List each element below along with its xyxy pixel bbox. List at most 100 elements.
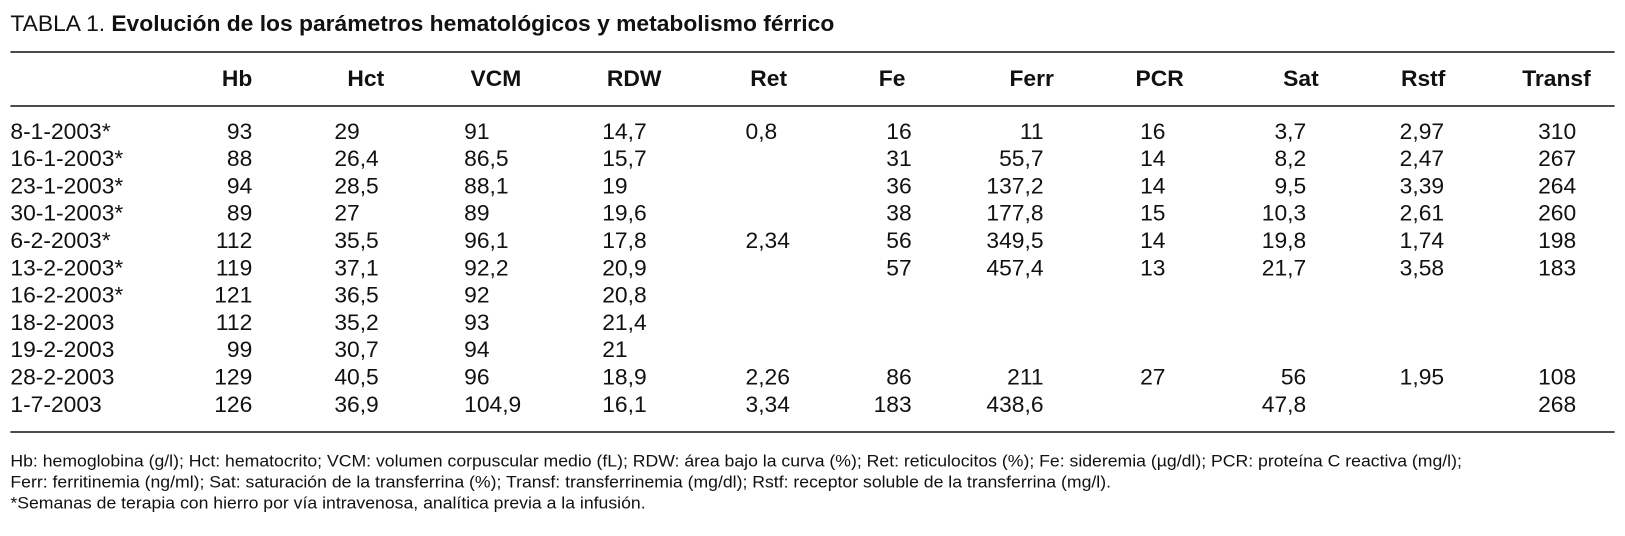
cell: 260 <box>1538 201 1576 226</box>
cell: 86,5 <box>464 146 508 171</box>
cell: 2,47 <box>1400 146 1444 171</box>
cell: 8,2 <box>1274 146 1306 171</box>
cell: 21 <box>602 338 627 363</box>
cell: 94 <box>227 174 252 199</box>
row-label: 30-1-2003* <box>10 201 123 226</box>
cell: 31 <box>886 146 911 171</box>
cell: 2,97 <box>1400 119 1444 144</box>
cell: 88 <box>227 146 252 171</box>
column-header: Hb <box>222 66 252 91</box>
column-header: Rstf <box>1401 66 1446 91</box>
cell: 310 <box>1538 119 1576 144</box>
row-label: 16-2-2003* <box>10 283 123 308</box>
cell: 21,4 <box>602 310 646 335</box>
cell: 10,3 <box>1262 201 1306 226</box>
column-header: Fe <box>879 66 906 91</box>
cell: 56 <box>1281 365 1306 390</box>
row-label: 23-1-2003* <box>10 174 123 199</box>
cell: 91 <box>464 119 489 144</box>
row-label: 6-2-2003* <box>10 228 111 253</box>
cell: 1,74 <box>1400 228 1444 253</box>
cell: 104,9 <box>464 392 521 417</box>
cell: 183 <box>874 392 912 417</box>
cell: 38 <box>886 201 911 226</box>
cell: 268 <box>1538 392 1576 417</box>
cell: 15,7 <box>602 146 646 171</box>
cell: 3,58 <box>1400 256 1444 281</box>
cell: 211 <box>1007 365 1043 390</box>
cell: 17,8 <box>602 228 646 253</box>
cell: 2,26 <box>746 365 790 390</box>
cell: 56 <box>886 228 911 253</box>
cell: 27 <box>1140 365 1165 390</box>
cell: 16,1 <box>602 392 646 417</box>
cell: 198 <box>1538 228 1576 253</box>
cell: 112 <box>216 310 252 335</box>
cell: 3,34 <box>746 392 790 417</box>
title-text: Evolución de los parámetros hematológico… <box>111 11 834 36</box>
cell: 26,4 <box>334 146 378 171</box>
cell: 92 <box>464 283 489 308</box>
row-label: 28-2-2003 <box>10 365 114 390</box>
row-label: 8-1-2003* <box>10 119 111 144</box>
row-label: 19-2-2003 <box>10 338 114 363</box>
cell: 112 <box>216 228 252 253</box>
cell: 20,8 <box>602 283 646 308</box>
cell: 1,95 <box>1400 365 1444 390</box>
cell: 11 <box>1020 119 1044 144</box>
cell: 35,2 <box>334 310 378 335</box>
cell: 129 <box>214 365 252 390</box>
row-label: 18-2-2003 <box>10 310 114 335</box>
cell: 89 <box>227 201 252 226</box>
column-header: Ret <box>750 66 787 91</box>
cell: 99 <box>227 338 252 363</box>
cell: 96,1 <box>464 228 508 253</box>
cell: 92,2 <box>464 256 508 281</box>
cell: 2,61 <box>1400 201 1444 226</box>
cell: 28,5 <box>334 174 378 199</box>
cell: 89 <box>464 201 489 226</box>
cell: 55,7 <box>999 146 1043 171</box>
cell: 16 <box>886 119 911 144</box>
cell: 30,7 <box>334 338 378 363</box>
cell: 14,7 <box>602 119 646 144</box>
cell: 47,8 <box>1262 392 1306 417</box>
cell: 19,6 <box>602 201 646 226</box>
cell: 137,2 <box>986 174 1043 199</box>
cell: 36,9 <box>334 392 378 417</box>
cell: 88,1 <box>464 174 508 199</box>
cell: 0,8 <box>746 119 778 144</box>
cell: 36,5 <box>334 283 378 308</box>
cell: 457,4 <box>986 256 1043 281</box>
column-header: Transf <box>1522 66 1591 91</box>
column-header: Sat <box>1283 66 1319 91</box>
cell: 93 <box>464 310 489 335</box>
cell: 3,39 <box>1400 174 1444 199</box>
cell: 21,7 <box>1262 256 1306 281</box>
cell: 177,8 <box>986 201 1043 226</box>
cell: 15 <box>1140 201 1165 226</box>
footnote: Ferr: ferritinemia (ng/ml); Sat: saturac… <box>10 472 1111 492</box>
cell: 14 <box>1140 174 1165 199</box>
title: TABLA 1. Evolución de los parámetros hema… <box>10 11 834 36</box>
footnote: *Semanas de terapia con hierro por vía i… <box>10 493 645 513</box>
cell: 35,5 <box>334 228 378 253</box>
cell: 13 <box>1140 256 1165 281</box>
cell: 20,9 <box>602 256 646 281</box>
cell: 93 <box>227 119 252 144</box>
cell: 2,34 <box>746 228 790 253</box>
cell: 37,1 <box>334 256 378 281</box>
footnote: Hb: hemoglobina (g/l); Hct: hematocrito;… <box>10 451 1461 471</box>
cell: 14 <box>1140 146 1165 171</box>
cell: 126 <box>214 392 252 417</box>
cell: 16 <box>1140 119 1165 144</box>
column-header: Ferr <box>1010 66 1055 91</box>
row-label: 1-7-2003 <box>10 392 101 417</box>
cell: 40,5 <box>334 365 378 390</box>
row-label: 13-2-2003* <box>10 256 123 281</box>
cell: 29 <box>334 119 359 144</box>
title-label: TABLA 1. <box>10 11 105 36</box>
cell: 86 <box>886 365 911 390</box>
cell: 121 <box>214 283 252 308</box>
